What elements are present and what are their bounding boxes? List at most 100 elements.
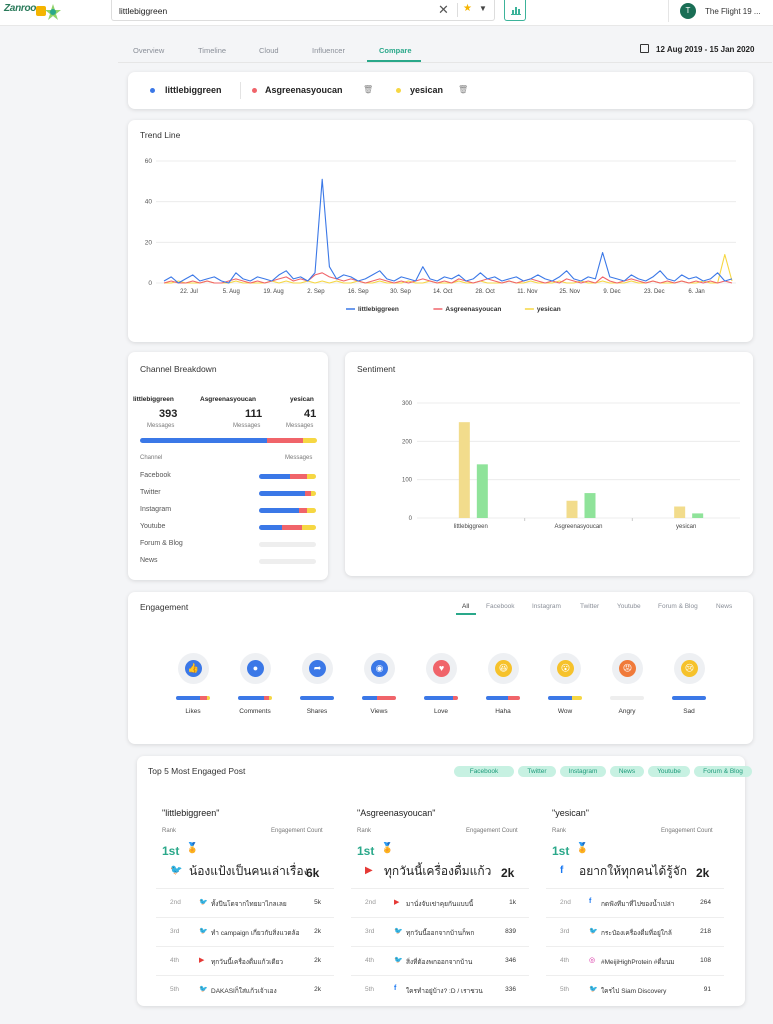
reaction-label: Wow	[557, 708, 573, 715]
x-tick-label: yesican	[676, 524, 696, 530]
legend-label: yesican	[537, 306, 561, 313]
x-tick-label: 28. Oct	[475, 289, 495, 295]
post-rank: 3rd	[560, 928, 570, 935]
trash-icon[interactable]: 🗑	[363, 85, 374, 94]
x-tick-label: 11. Nov	[517, 289, 537, 295]
post-title[interactable]: ทำ campaign เกี่ยวกับสิ่งแวดล้อม	[211, 930, 299, 937]
post-count: 1k	[509, 899, 516, 906]
reaction-label: Angry	[618, 708, 636, 715]
star-icon[interactable]: ★	[463, 3, 472, 14]
active-tab-indicator	[367, 60, 421, 62]
comments-reaction[interactable]: ●	[240, 653, 271, 684]
chevron-down-icon[interactable]: ▼	[479, 4, 487, 13]
post-title[interactable]: สิ่งที่ต้องพกออกจากบ้าน	[406, 959, 473, 966]
x-tick-label: 5. Aug	[223, 289, 240, 295]
post-title[interactable]: DAKASIก็ใส่แก้วเจ้าเอง	[211, 988, 277, 995]
tab-timeline[interactable]: Timeline	[198, 46, 227, 55]
split-segment	[548, 696, 573, 700]
clear-icon[interactable]: ✕	[438, 2, 449, 17]
tab-compare[interactable]: Compare	[379, 46, 412, 55]
post-title[interactable]: ใครทำอยู่บ้าง? :D / เราชวน	[406, 988, 483, 995]
top-post-title[interactable]: น้องแป้งเป็นคนเล่าเรื่อง	[189, 864, 307, 878]
likes-reaction[interactable]: 👍	[178, 653, 209, 684]
post-title[interactable]: มานั่งจับเข่าคุยกันแบบนี้	[406, 901, 474, 908]
views-reaction[interactable]: ◉	[364, 653, 395, 684]
engagement-tab-forum-blog[interactable]: Forum & Blog	[658, 603, 698, 610]
post-column-title: "yesican"	[552, 808, 589, 818]
calendar-icon[interactable]	[640, 44, 649, 53]
y-tick-label: 300	[402, 401, 413, 407]
youtube-icon: ▶	[199, 957, 205, 964]
tab-divider	[118, 62, 772, 63]
reaction-split-bar	[424, 696, 458, 700]
shares-reaction[interactable]: ➦	[302, 653, 333, 684]
haha-reaction[interactable]: 😆	[488, 653, 519, 684]
engagement-tab-instagram[interactable]: Instagram	[532, 603, 561, 610]
avatar[interactable]: T	[680, 3, 696, 19]
top-post-title[interactable]: ทุกวันนี้เครื่องดื่มแก้ว	[384, 864, 492, 878]
post-title[interactable]: กดฟังทีมาที่ไปของน้ำเปล่า	[601, 901, 675, 908]
message-count: 393	[159, 408, 178, 420]
x-tick-label: 6. Jan	[688, 289, 704, 295]
tab-influencer[interactable]: Influencer	[312, 46, 345, 55]
filter-chip[interactable]: Youtube	[648, 766, 690, 777]
row-divider	[546, 917, 724, 918]
reaction-label: Likes	[185, 708, 201, 715]
row-divider	[546, 975, 724, 976]
post-title[interactable]: ทุกวันนี้ออกจากบ้านก็พก	[406, 930, 475, 937]
app-logo[interactable]: Zanroo	[4, 3, 37, 14]
filter-chip[interactable]: Forum & Blog	[694, 766, 752, 777]
youtube-icon: ▶	[394, 899, 400, 906]
row-divider	[351, 946, 529, 947]
filter-chip[interactable]: Facebook	[454, 766, 514, 777]
post-title[interactable]: #MeijiHighProtein #ดื่มนม	[601, 959, 675, 966]
top-post-count: 2k	[501, 866, 515, 880]
twitter-icon: 🐦	[199, 899, 208, 906]
entity-name: littlebiggreen	[165, 85, 222, 95]
top-post-count: 6k	[306, 866, 320, 880]
date-range[interactable]: 12 Aug 2019 - 15 Jan 2020	[656, 45, 755, 54]
filter-chip[interactable]: News	[610, 766, 644, 777]
sad-reaction[interactable]: 😢	[674, 653, 705, 684]
message-unit: Messages	[286, 423, 314, 429]
engagement-tab-news[interactable]: News	[716, 603, 733, 610]
search-input[interactable]: littlebiggreen	[119, 6, 168, 16]
love-icon: ♥	[433, 660, 450, 677]
reaction-label: Sad	[683, 708, 695, 715]
column-header: Engagement Count	[661, 828, 713, 834]
x-tick-label: 16. Sep	[348, 289, 369, 295]
reaction-split-bar	[672, 696, 706, 700]
engagement-tab-all[interactable]: All	[462, 603, 470, 610]
engagement-tab-youtube[interactable]: Youtube	[617, 603, 641, 610]
split-segment	[486, 696, 509, 700]
post-title[interactable]: ทุกวันนี้เครื่องดื่มแก้วเดียว	[211, 959, 284, 966]
post-title[interactable]: กระป๋องเครื่องดื่มที่อยู่ใกล้	[601, 930, 672, 937]
active-tab-indicator	[456, 613, 476, 615]
trash-icon[interactable]: 🗑	[458, 85, 469, 94]
top-rank: 1st	[162, 844, 180, 858]
top-post-title[interactable]: อยากให้ทุกคนได้รู้จัก	[579, 864, 687, 878]
logo-badge-icon	[36, 6, 46, 16]
post-title[interactable]: ใครไป Siam Discovery	[601, 988, 667, 995]
engagement-tab-twitter[interactable]: Twitter	[580, 603, 600, 610]
love-reaction[interactable]: ♥	[426, 653, 457, 684]
top-rank: 1st	[357, 844, 375, 858]
column-header: Engagement Count	[271, 828, 323, 834]
tab-cloud[interactable]: Cloud	[259, 46, 279, 55]
chart-view-button[interactable]	[504, 0, 526, 21]
tab-overview[interactable]: Overview	[133, 46, 165, 55]
split-segment	[307, 508, 316, 513]
user-name[interactable]: The Flight 19 ...	[705, 7, 761, 16]
message-count: 41	[304, 408, 317, 420]
filter-chip[interactable]: Twitter	[518, 766, 556, 777]
post-title[interactable]: ทั้งปีนโดจากไทยมาไกลเลย	[211, 901, 287, 908]
filter-chip[interactable]: Instagram	[560, 766, 606, 777]
angry-reaction[interactable]: 😡	[612, 653, 643, 684]
search-bar[interactable]: littlebiggreen ✕ ★ ▼	[111, 0, 495, 21]
row-divider	[156, 975, 334, 976]
post-rank: 2nd	[170, 899, 181, 906]
engagement-tab-facebook[interactable]: Facebook	[486, 603, 515, 610]
split-segment	[176, 696, 200, 700]
share-icon: ➦	[309, 660, 326, 677]
wow-reaction[interactable]: 😮	[550, 653, 581, 684]
